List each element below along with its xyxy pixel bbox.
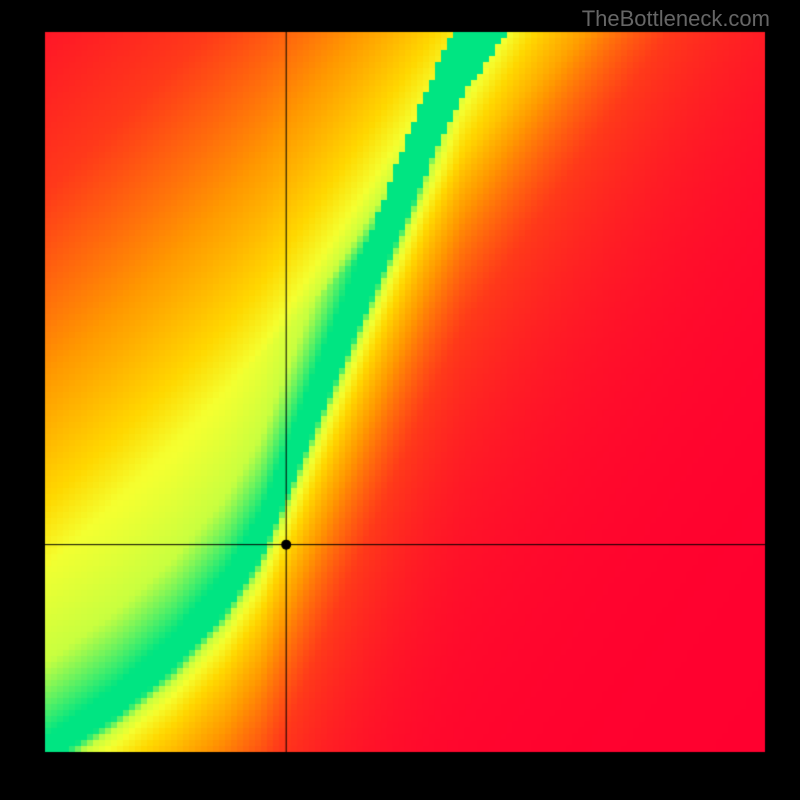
- chart-container: TheBottleneck.com: [0, 0, 800, 800]
- watermark-label: TheBottleneck.com: [582, 6, 770, 32]
- bottleneck-heatmap: [0, 0, 800, 800]
